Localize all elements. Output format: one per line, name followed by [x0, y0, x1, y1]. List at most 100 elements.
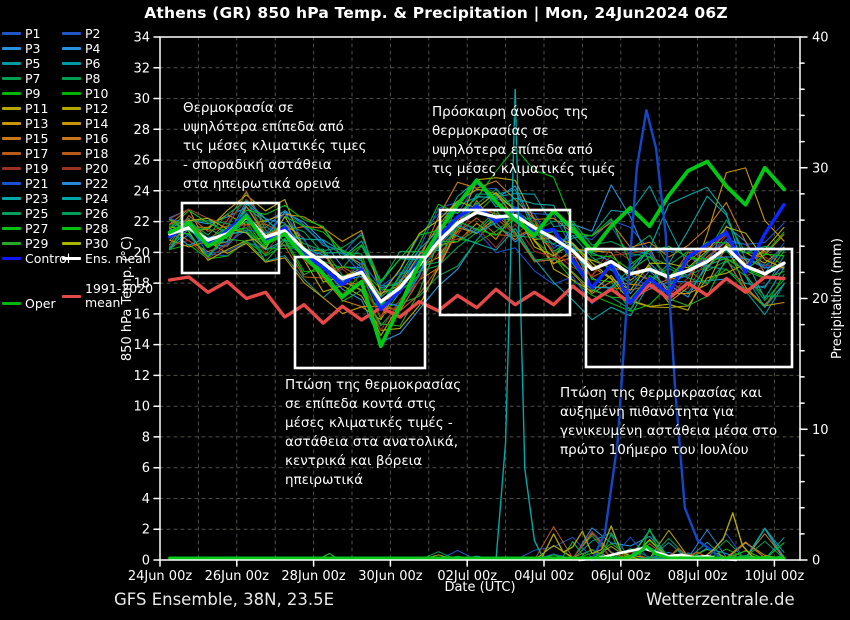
y-left-tick-label: 24 — [133, 184, 150, 199]
y-left-tick-label: 8 — [142, 430, 150, 445]
legend-label: P3 — [25, 40, 41, 56]
legend-label: 1991-2020 mean — [85, 281, 154, 310]
legend-label: P9 — [25, 85, 41, 101]
y-left-tick-label: 10 — [133, 400, 150, 415]
legend-color-line — [62, 32, 81, 35]
series-control — [167, 202, 786, 311]
series-oper — [167, 159, 786, 349]
legend-item-p23: P23 — [2, 191, 48, 206]
member-temp-line-p13 — [169, 209, 785, 307]
x-axis-tick-label: 08Jul 00z — [668, 569, 728, 584]
legend-item-p12: P12 — [62, 101, 108, 116]
y-right-tick-label: 0 — [812, 554, 820, 569]
y-left-tick-label: 34 — [133, 31, 150, 46]
legend-color-line — [62, 212, 81, 215]
legend-label: P26 — [85, 205, 109, 221]
member-temp-line-p14 — [169, 167, 785, 321]
y-left-tick-label: 12 — [133, 369, 150, 384]
legend-label: P11 — [25, 100, 49, 116]
x-axis-tick-label: 30Jun 00z — [358, 569, 423, 584]
legend-color-line — [62, 92, 81, 95]
series-oper-precip — [168, 544, 786, 560]
y-left-tick-label: 30 — [133, 92, 150, 107]
legend-color-line — [62, 62, 81, 65]
legend-color-line — [2, 137, 21, 140]
legend-item-p26: P26 — [62, 206, 108, 221]
legend-item-p2: P2 — [62, 26, 101, 41]
series-1991-2020-mean — [167, 275, 786, 325]
legend-color-line — [2, 62, 21, 65]
legend-color-line — [2, 182, 21, 185]
legend-label: P21 — [25, 175, 49, 191]
y-left-tick-label: 0 — [142, 554, 150, 569]
legend-item-p24: P24 — [62, 191, 108, 206]
y-left-tick-label: 4 — [142, 492, 150, 507]
legend-label: P2 — [85, 25, 101, 41]
legend-item-p16: P16 — [62, 131, 108, 146]
legend-color-line — [62, 257, 81, 260]
legend-item-p5: P5 — [2, 56, 41, 71]
legend-item-p28: P28 — [62, 221, 108, 236]
legend-label: P23 — [25, 190, 49, 206]
series-precip-member-spike-teal — [495, 88, 545, 561]
legend-label: P24 — [85, 190, 109, 206]
legend-color-line — [2, 107, 21, 110]
legend-item-p25: P25 — [2, 206, 48, 221]
y-right-tick-label: 20 — [812, 292, 829, 307]
member-temp-line-p29 — [169, 209, 785, 327]
legend-color-line — [62, 137, 81, 140]
member-temp-line-p11 — [169, 194, 785, 337]
legend-color-line — [2, 32, 21, 35]
x-axis-tick-label: 24Jun 00z — [128, 569, 193, 584]
legend-label: P30 — [85, 235, 109, 251]
x-axis-label: Date (UTC) — [444, 580, 515, 595]
legend-label: P13 — [25, 115, 49, 131]
x-axis-tick-label: 10Jul 00z — [745, 569, 805, 584]
y-left-tick-label: 14 — [133, 338, 150, 353]
legend-item-p20: P20 — [62, 161, 108, 176]
legend-color-line — [62, 77, 81, 80]
legend-item-p7: P7 — [2, 71, 41, 86]
legend-label: Oper — [25, 295, 56, 311]
y-left-tick-label: 22 — [133, 215, 150, 230]
legend-label: P17 — [25, 145, 49, 161]
legend-item-p21: P21 — [2, 176, 48, 191]
y-right-tick-label: 10 — [812, 423, 829, 438]
legend-label: P18 — [85, 145, 109, 161]
legend-label: P16 — [85, 130, 109, 146]
legend-color-line — [2, 302, 21, 305]
legend-color-line — [2, 257, 21, 260]
legend-item-ens-mean: Ens. mean — [62, 251, 151, 266]
legend-color-line — [2, 167, 21, 170]
y-left-tick-label: 2 — [142, 523, 150, 538]
legend-color-line — [62, 197, 81, 200]
model-info-label: GFS Ensemble, 38N, 23.5E — [114, 590, 335, 609]
legend-label: P29 — [25, 235, 49, 251]
legend-item-p30: P30 — [62, 236, 108, 251]
legend-item-p18: P18 — [62, 146, 108, 161]
y-left-tick-label: 16 — [133, 307, 150, 322]
legend-item-p13: P13 — [2, 116, 48, 131]
legend-color-line — [62, 242, 81, 245]
legend-item-p6: P6 — [62, 56, 101, 71]
legend-color-line — [2, 242, 21, 245]
legend-label: P6 — [85, 55, 101, 71]
x-axis-tick-label: 28Jun 00z — [281, 569, 346, 584]
legend-color-line — [62, 182, 81, 185]
legend-color-line — [2, 212, 21, 215]
legend-label: P25 — [25, 205, 49, 221]
legend-color-line — [62, 122, 81, 125]
x-axis-tick-label: 06Jul 00z — [591, 569, 651, 584]
legend-label: P19 — [25, 160, 49, 176]
legend-label: P22 — [85, 175, 109, 191]
legend-item-p1: P1 — [2, 26, 41, 41]
member-temp-line-p18 — [169, 215, 785, 318]
legend-color-line — [2, 92, 21, 95]
legend-color-line — [62, 47, 81, 50]
series-precip-member-spike-olive — [700, 512, 766, 561]
legend-item-p10: P10 — [62, 86, 108, 101]
legend-color-line — [2, 227, 21, 230]
series-precip-member-spike-blue — [590, 108, 725, 562]
legend-item-p3: P3 — [2, 41, 41, 56]
